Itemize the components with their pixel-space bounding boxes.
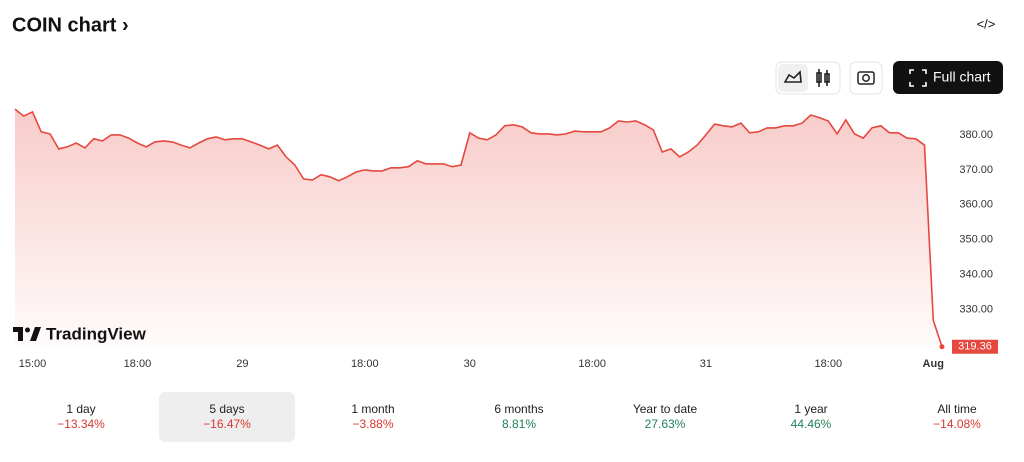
period-change[interactable]: −13.34%	[57, 417, 105, 431]
title[interactable]: COIN chart ›	[12, 14, 129, 36]
y-tick-label: 340.00	[959, 269, 993, 281]
x-tick-label: Aug	[923, 358, 944, 370]
camera-icon	[857, 71, 875, 85]
period-label[interactable]: 1 day	[66, 402, 95, 416]
full-chart-label[interactable]: Full chart	[933, 69, 991, 85]
y-tick-label: 380.00	[959, 129, 993, 141]
embed-button[interactable]: </>	[977, 16, 996, 31]
x-tick-label: 18:00	[578, 358, 606, 370]
last-price-tag	[952, 339, 998, 354]
brand-name: TradingView	[46, 324, 147, 343]
area-fill	[15, 109, 942, 348]
x-tick-label: 18:00	[124, 358, 152, 370]
brand-logo: TradingView	[13, 324, 147, 343]
selected-period-bg	[159, 392, 295, 442]
period-selector: 1 day−13.34% 5 days−16.47% 1 month−3.88% 6 …	[57, 392, 981, 442]
period-label[interactable]: Year to date	[633, 402, 698, 416]
period-change[interactable]: −14.08%	[933, 417, 981, 431]
x-tick-label: 18:00	[815, 358, 843, 370]
period-change[interactable]: −3.88%	[352, 417, 393, 431]
area-icon	[783, 70, 802, 83]
period-change[interactable]: 8.81%	[502, 417, 536, 431]
y-tick-label: 370.00	[959, 164, 993, 176]
full-chart-button[interactable]	[893, 61, 1003, 94]
period-label[interactable]: 1 month	[351, 402, 394, 416]
period-label[interactable]: 5 days	[209, 402, 244, 416]
x-tick-label: 29	[236, 358, 248, 370]
period-label[interactable]: 6 months	[494, 402, 543, 416]
y-tick-label: 350.00	[959, 234, 993, 246]
last-point	[939, 344, 945, 350]
candle-icon[interactable]	[816, 69, 830, 87]
period-label[interactable]: All time	[937, 402, 977, 416]
period-change[interactable]: −16.47%	[203, 417, 251, 431]
x-tick-label: 30	[464, 358, 476, 370]
x-tick-label: 18:00	[351, 358, 379, 370]
y-tick-label: 360.00	[959, 199, 993, 211]
period-change[interactable]: 44.46%	[791, 417, 832, 431]
period-change[interactable]: 27.63%	[645, 417, 686, 431]
period-label[interactable]: 1 year	[794, 402, 827, 416]
plot: 330.00 340.00 350.00 360.00 370.00 380.00 15:0…	[14, 108, 998, 370]
x-tick-label: 31	[700, 358, 712, 370]
y-tick-label: 330.00	[959, 303, 993, 315]
fullscreen-icon	[909, 69, 927, 87]
last-price-label: 319.36	[958, 341, 992, 353]
price-line	[14, 108, 943, 347]
x-tick-label: 15:00	[19, 358, 47, 370]
snapshot-button[interactable]	[849, 61, 883, 95]
chart-style-group	[775, 61, 841, 95]
